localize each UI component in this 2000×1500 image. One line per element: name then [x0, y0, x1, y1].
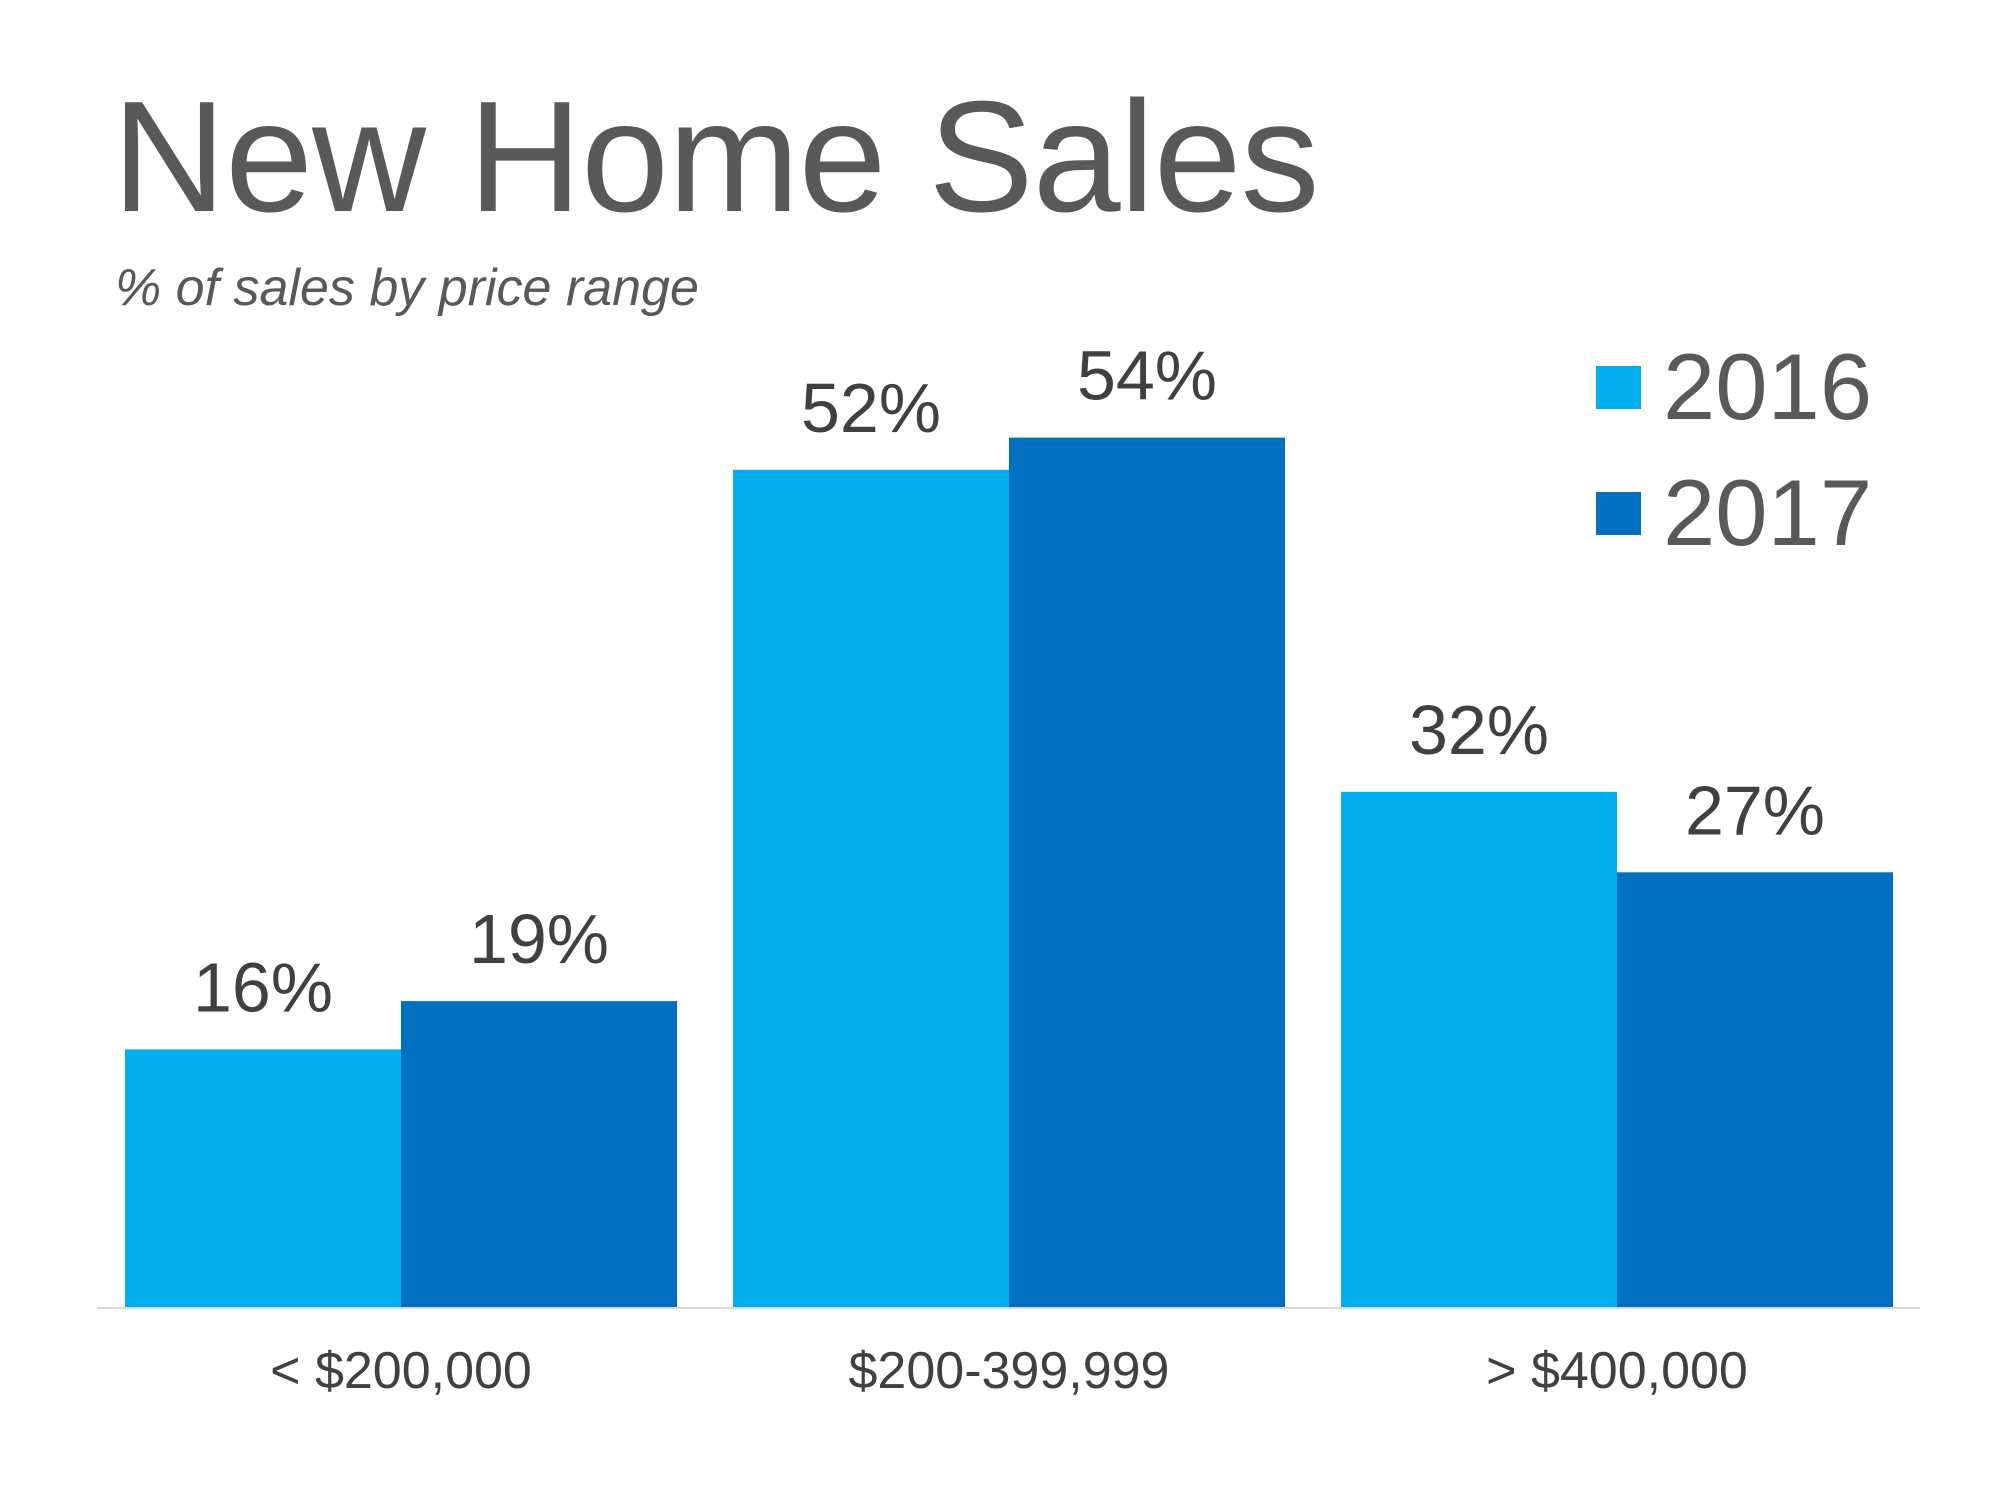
chart-subtitle: % of sales by price range	[115, 259, 699, 317]
data-label-2016-0: 16%	[193, 948, 333, 1026]
category-label-0: < $200,000	[270, 1342, 532, 1400]
bar-2016-1	[733, 469, 1009, 1307]
bar-2016-0	[125, 1049, 401, 1307]
bar-2017-1	[1009, 437, 1285, 1308]
data-label-2017-1: 54%	[1077, 337, 1217, 415]
legend-label-2016: 2016	[1663, 334, 1873, 439]
legend-swatch-2016	[1596, 365, 1641, 409]
category-label-1: $200-399,999	[849, 1342, 1170, 1400]
chart-title: New Home Sales	[112, 69, 1320, 245]
bar-2017-2	[1617, 872, 1893, 1307]
bar-2017-0	[401, 1001, 677, 1307]
legend-label-2017: 2017	[1663, 460, 1873, 565]
category-label-2: > $400,000	[1486, 1342, 1748, 1400]
data-label-2016-1: 52%	[801, 369, 941, 447]
data-label-2016-2: 32%	[1409, 691, 1549, 769]
bar-2016-2	[1341, 791, 1617, 1307]
data-label-2017-0: 19%	[469, 900, 609, 978]
data-label-2017-2: 27%	[1685, 771, 1825, 849]
legend-swatch-2017	[1596, 491, 1641, 535]
legend-item-2017: 2017	[1596, 466, 1872, 560]
legend-item-2016: 2016	[1596, 340, 1872, 434]
